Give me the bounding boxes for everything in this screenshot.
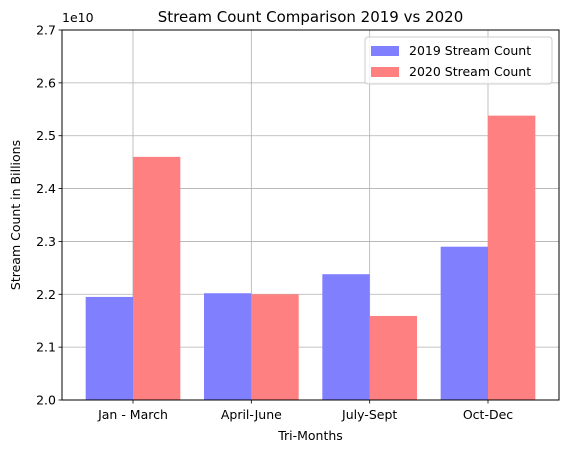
x-tick-label: Oct-Dec: [463, 407, 513, 422]
bar-2020: [488, 116, 535, 400]
bar-2019: [204, 293, 251, 400]
y-offset-label: 1e10: [62, 10, 94, 25]
y-tick-label: 2.2: [36, 287, 56, 302]
y-tick-label: 2.5: [36, 128, 56, 143]
x-tick-label: July-Sept: [341, 407, 397, 422]
y-tick-label: 2.1: [36, 340, 56, 355]
legend-label-2020: 2020 Stream Count: [409, 64, 531, 79]
y-tick-label: 2.7: [36, 23, 56, 38]
bar-2020: [251, 294, 298, 400]
y-axis-label: Stream Count in Billions: [8, 140, 23, 290]
bar-2020: [133, 157, 180, 400]
x-tick-label: Jan - March: [97, 407, 168, 422]
legend-label-2019: 2019 Stream Count: [409, 43, 531, 58]
legend: 2019 Stream Count 2020 Stream Count: [365, 37, 552, 84]
bar-2019: [322, 274, 369, 400]
x-tick-label: April-June: [221, 407, 282, 422]
y-tick-label: 2.4: [36, 181, 56, 196]
bar-2019: [86, 297, 133, 400]
bar-2019: [441, 247, 488, 400]
legend-swatch-2019: [371, 46, 399, 56]
bar-2020: [370, 316, 417, 400]
x-axis-label: Tri-Months: [277, 428, 343, 443]
y-tick-label: 2.0: [36, 393, 56, 408]
y-tick-label: 2.3: [36, 234, 56, 249]
chart-title: Stream Count Comparison 2019 vs 2020: [158, 8, 464, 26]
legend-swatch-2020: [371, 67, 399, 77]
y-tick-label: 2.6: [36, 75, 56, 90]
